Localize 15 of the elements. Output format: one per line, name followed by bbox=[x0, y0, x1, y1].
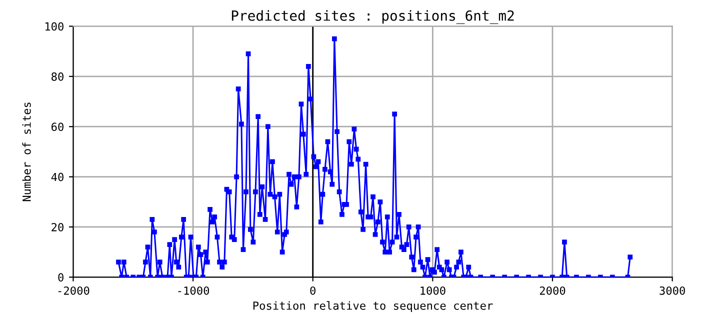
y-axis-title: Number of sites bbox=[22, 102, 31, 202]
x-tick-label: -1000 bbox=[178, 286, 210, 295]
x-tick-label: 2000 bbox=[540, 286, 566, 295]
y-tick-label: 20 bbox=[52, 222, 64, 232]
x-tick-label: 1000 bbox=[420, 286, 446, 295]
x-tick-label: 3000 bbox=[660, 286, 685, 295]
x-tick-label: -2000 bbox=[58, 286, 90, 295]
y-tick-label: 0 bbox=[58, 273, 64, 282]
y-tick-label: 100 bbox=[45, 22, 64, 31]
y-tick-label: 40 bbox=[51, 172, 64, 182]
x-tick-label: 0 bbox=[310, 286, 316, 295]
chart-title: Predicted sites : positions_6nt_m2 bbox=[232, 10, 514, 24]
x-axis-title: Position relative to sequence center bbox=[253, 301, 493, 312]
y-tick-label: 60 bbox=[52, 122, 64, 132]
y-tick-label: 80 bbox=[52, 72, 64, 81]
